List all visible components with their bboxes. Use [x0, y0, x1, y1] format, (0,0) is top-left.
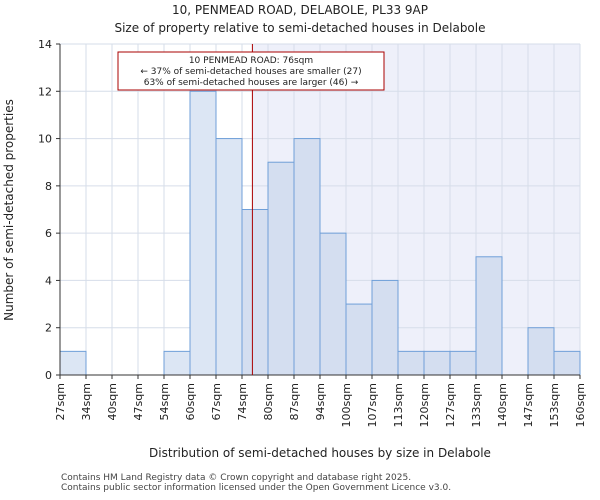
- histogram-bar: [397, 350, 425, 376]
- x-tick-label: 147sqm: [522, 383, 535, 427]
- x-tick-label: 27sqm: [54, 383, 67, 420]
- annotation-larger-text: 63% of semi-detached houses are larger (…: [144, 78, 359, 88]
- histogram-bar: [449, 350, 477, 376]
- histogram-bar: [215, 138, 243, 376]
- x-tick-label: 160sqm: [574, 383, 587, 427]
- x-tick-label: 140sqm: [496, 383, 509, 427]
- x-tick-label: 94sqm: [314, 383, 327, 420]
- histogram-bar: [371, 279, 399, 376]
- histogram-bar: [423, 350, 451, 376]
- x-tick-label: 120sqm: [418, 383, 431, 427]
- chart-title: 10, PENMEAD ROAD, DELABOLE, PL33 9AP: [172, 3, 428, 17]
- x-tick-label: 40sqm: [106, 383, 119, 420]
- x-tick-label: 34sqm: [80, 383, 93, 420]
- x-axis-title: Distribution of semi-detached houses by …: [149, 446, 491, 460]
- x-tick-label: 127sqm: [444, 383, 457, 427]
- x-tick-label: 87sqm: [288, 383, 301, 420]
- histogram-bar: [267, 161, 295, 376]
- chart-subtitle: Size of property relative to semi-detach…: [114, 21, 486, 35]
- histogram-bar: [475, 256, 503, 376]
- annotation-title: 10 PENMEAD ROAD: 76sqm: [189, 56, 313, 66]
- x-tick-label: 153sqm: [548, 383, 561, 427]
- x-tick-label: 100sqm: [340, 383, 353, 427]
- footer-copyright: Contains HM Land Registry data © Crown c…: [61, 473, 412, 483]
- x-tick-label: 133sqm: [470, 383, 483, 427]
- x-tick-label: 47sqm: [132, 383, 145, 420]
- y-tick-label: 12: [38, 85, 52, 98]
- x-tick-label: 74sqm: [236, 383, 249, 420]
- x-tick-label: 80sqm: [262, 383, 275, 420]
- x-tick-label: 60sqm: [184, 383, 197, 420]
- annotation-box: [117, 51, 385, 91]
- y-tick-label: 14: [38, 38, 52, 51]
- x-tick-label: 54sqm: [158, 383, 171, 420]
- y-tick-label: 2: [45, 322, 52, 335]
- histogram-bar: [163, 350, 191, 376]
- y-tick-label: 8: [45, 180, 52, 193]
- y-axis-title: Number of semi-detached properties: [2, 99, 16, 321]
- histogram-bar: [553, 350, 581, 376]
- footer-licence: Contains public sector information licen…: [61, 483, 452, 493]
- y-tick-label: 6: [45, 227, 52, 240]
- histogram-bar: [293, 138, 321, 376]
- y-tick-label: 4: [45, 274, 52, 287]
- histogram-bar: [189, 90, 217, 376]
- x-tick-label: 107sqm: [366, 383, 379, 427]
- histogram-bar: [59, 350, 87, 376]
- y-tick-label: 10: [38, 133, 52, 146]
- histogram-bar: [319, 232, 347, 376]
- histogram-bar: [527, 327, 555, 376]
- histogram-bar: [241, 209, 269, 376]
- annotation-smaller-text: ← 37% of semi-detached houses are smalle…: [140, 67, 361, 77]
- histogram-bar: [345, 303, 373, 376]
- x-tick-label: 113sqm: [392, 383, 405, 427]
- x-tick-label: 67sqm: [210, 383, 223, 420]
- y-tick-label: 0: [45, 369, 52, 382]
